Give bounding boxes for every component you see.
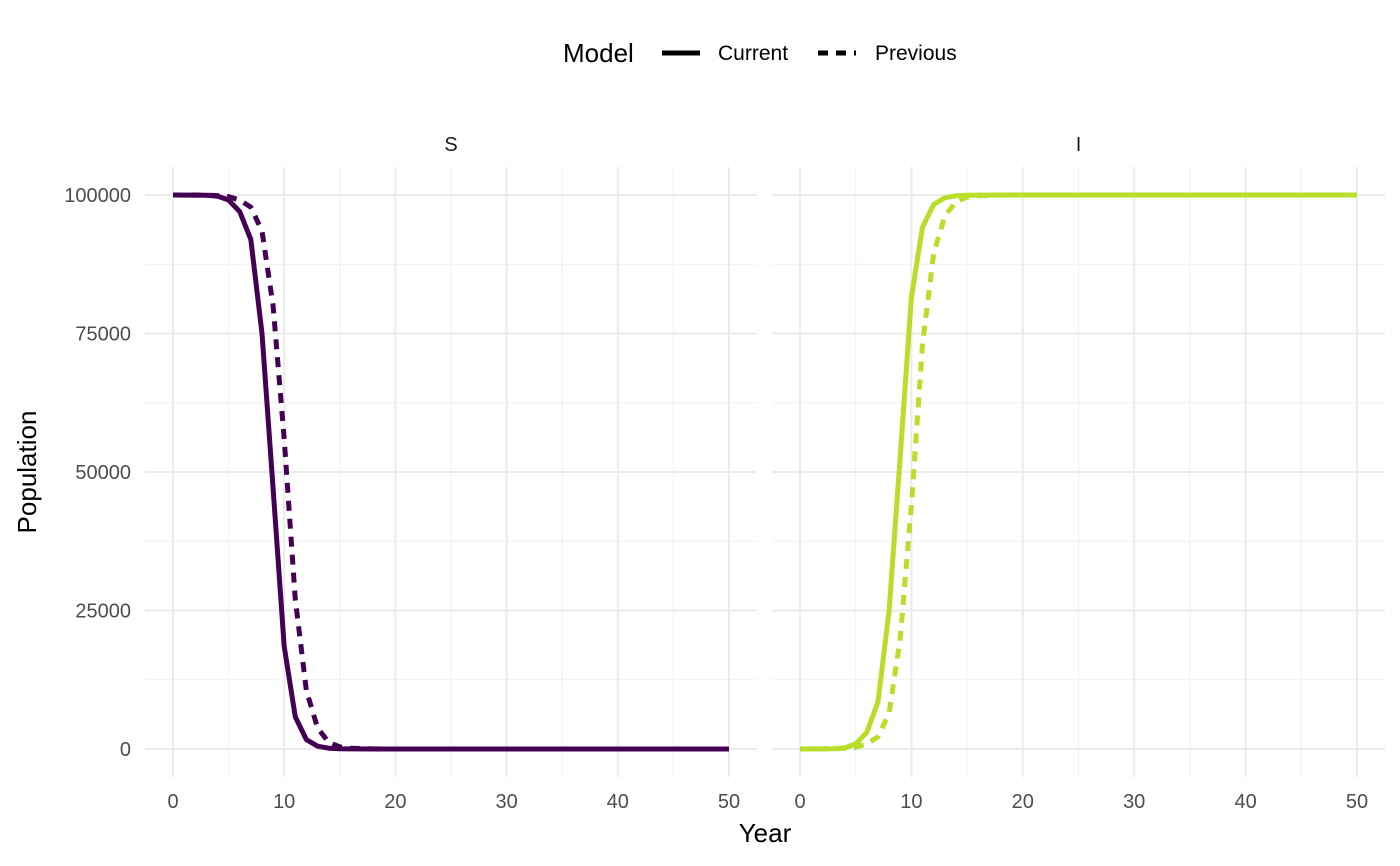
series-line-previous — [800, 192, 1357, 752]
x-tick-label: 0 — [794, 791, 805, 813]
x-tick-label: 10 — [900, 791, 922, 813]
x-tick-label: 0 — [167, 791, 178, 813]
x-tick-label: 30 — [495, 791, 517, 813]
series-line-previous — [173, 192, 729, 752]
legend-label-current: Current — [718, 42, 788, 65]
x-tick-label: 30 — [1123, 791, 1145, 813]
x-tick-label: 20 — [1012, 791, 1034, 813]
x-tick-label: 50 — [1346, 791, 1368, 813]
strip-label: S — [444, 134, 457, 156]
strip-label: I — [1076, 134, 1082, 156]
x-tick-label: 40 — [607, 791, 629, 813]
x-tick-label: 20 — [384, 791, 406, 813]
legend-label-previous: Previous — [875, 42, 957, 65]
legend-title: Model — [563, 38, 634, 68]
panel-s: S 0 10 20 30 40 50 0 25000 50000 75000 100000 — [64, 134, 757, 813]
y-tick-label: 0 — [120, 739, 131, 761]
y-axis-title: Population — [12, 411, 42, 534]
y-tick-label: 100000 — [64, 185, 131, 207]
panel-i: I 0 10 20 30 40 50 — [772, 134, 1385, 813]
x-tick-label: 40 — [1234, 791, 1256, 813]
x-axis-title: Year — [739, 818, 792, 848]
legend: Model Current Previous — [563, 38, 957, 68]
x-tick-label: 50 — [718, 791, 740, 813]
y-tick-label: 50000 — [75, 462, 131, 484]
x-tick-label: 10 — [273, 791, 295, 813]
y-tick-label: 25000 — [75, 601, 131, 623]
panels: S 0 10 20 30 40 50 0 25000 50000 75000 100000 I 0 10 20… — [64, 134, 1385, 813]
y-tick-label: 75000 — [75, 324, 131, 346]
